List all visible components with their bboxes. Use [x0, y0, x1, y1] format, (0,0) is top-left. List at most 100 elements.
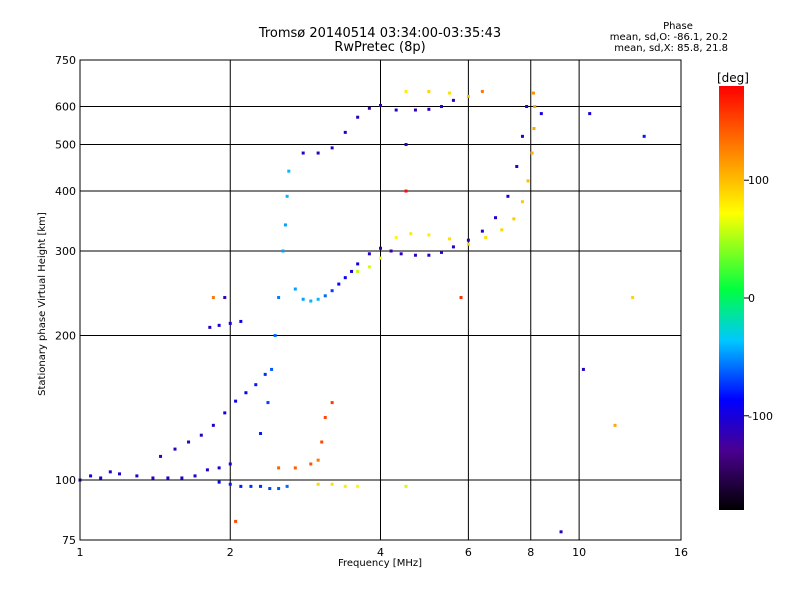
data-point	[217, 466, 221, 470]
phase-stats-o: mean, sd,O: -86.1, 20.2	[609, 32, 728, 43]
data-point	[379, 256, 382, 260]
data-point	[404, 484, 408, 488]
data-point	[293, 466, 297, 470]
data-point	[389, 249, 393, 253]
data-point	[277, 487, 281, 491]
data-point	[273, 334, 277, 338]
x-tick-label: 2	[227, 546, 234, 559]
data-point	[394, 236, 398, 240]
data-point	[199, 433, 203, 437]
data-point	[316, 458, 320, 462]
y-tick-label: 200	[55, 330, 76, 343]
data-point	[451, 98, 455, 102]
data-point	[309, 462, 313, 466]
data-point	[301, 151, 305, 155]
data-point	[427, 107, 431, 111]
data-point	[259, 484, 263, 488]
data-point	[526, 179, 530, 183]
phase-stats-x: mean, sd,X: 85.8, 21.8	[614, 43, 728, 54]
data-point	[285, 484, 289, 488]
data-point	[379, 246, 382, 250]
data-point	[330, 482, 334, 486]
data-point	[173, 447, 177, 451]
data-point	[193, 474, 197, 478]
data-point	[480, 229, 484, 233]
phase-stats-title: Phase	[663, 21, 693, 32]
data-point	[413, 108, 417, 112]
data-point	[448, 91, 452, 95]
data-point	[151, 476, 155, 480]
data-point	[211, 296, 215, 300]
colorbar-tick-label: 100	[748, 174, 769, 187]
x-tick-label: 16	[674, 546, 688, 559]
chart-title: Tromsø 20140514 03:34:00-03:35:43	[258, 26, 502, 41]
axis-ticks: 1 2 4 6 8 10 16 75 100 200 300 400 500 600 750	[55, 54, 688, 559]
data-point	[266, 401, 270, 405]
x-tick-label: 10	[572, 546, 586, 559]
data-point	[530, 151, 534, 155]
x-tick-label: 4	[377, 546, 384, 559]
data-point	[531, 91, 535, 95]
data-point	[427, 233, 431, 237]
colorbar-tick-label: 0	[748, 292, 755, 305]
data-point	[309, 299, 313, 303]
data-point	[367, 252, 371, 256]
data-point	[270, 367, 274, 371]
data-point	[277, 296, 281, 300]
data-point	[254, 383, 258, 387]
colorbar-ticks: 100 0 -100	[744, 174, 773, 423]
data-point	[234, 399, 238, 403]
data-point	[166, 476, 170, 480]
colorbar-unit: [deg]	[717, 71, 749, 85]
data-point	[239, 484, 243, 488]
data-point	[356, 262, 360, 266]
data-point	[448, 237, 452, 241]
data-point	[367, 106, 371, 110]
y-tick-label: 750	[55, 54, 76, 67]
data-point	[484, 236, 488, 240]
data-point	[440, 105, 444, 109]
data-point	[89, 474, 93, 478]
data-point	[642, 134, 646, 138]
data-point	[323, 294, 327, 298]
data-point	[520, 200, 524, 204]
x-axis-label: Frequency [MHz]	[337, 558, 423, 569]
data-point	[588, 112, 592, 116]
data-point	[244, 391, 248, 395]
data-point	[427, 253, 431, 257]
data-point	[466, 242, 470, 246]
data-point	[427, 89, 431, 93]
data-point	[613, 423, 617, 427]
data-point	[187, 440, 191, 444]
data-point	[356, 484, 360, 488]
data-point	[281, 249, 285, 253]
data-point	[394, 108, 398, 112]
y-tick-label: 400	[55, 185, 76, 198]
data-point	[500, 228, 504, 232]
data-point	[228, 321, 232, 325]
phase-stats: Phase mean, sd,O: -86.1, 20.2 mean, sd,X…	[598, 21, 728, 54]
phase-colorbar	[719, 86, 744, 510]
data-point	[223, 411, 227, 415]
data-point	[525, 105, 529, 109]
data-point	[217, 480, 221, 484]
data-point	[223, 296, 227, 300]
data-point	[520, 134, 524, 138]
data-point	[208, 325, 212, 329]
data-point	[581, 367, 585, 371]
data-point	[277, 466, 281, 470]
data-point	[480, 89, 484, 93]
data-point	[205, 468, 209, 472]
data-point	[159, 454, 163, 458]
data-point	[239, 319, 243, 323]
data-point	[259, 432, 263, 436]
data-point	[379, 103, 382, 107]
data-point	[211, 423, 215, 427]
data-point	[350, 269, 354, 273]
data-point	[293, 287, 297, 291]
data-point	[316, 151, 320, 155]
data-point	[263, 372, 267, 376]
data-point	[343, 276, 347, 280]
data-point	[367, 265, 371, 269]
